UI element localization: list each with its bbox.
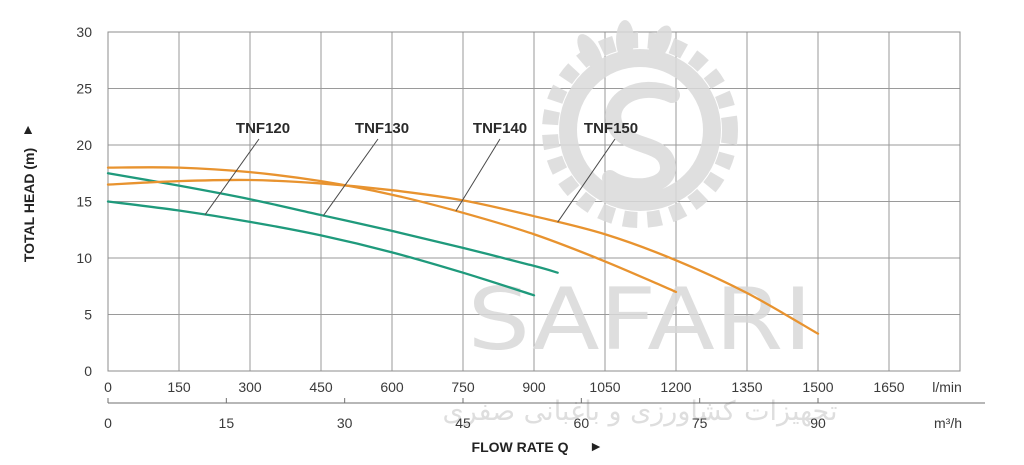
x-axis-ticks: 0 150 300 450 600 750 900 1050 1200 1350 1500 1650 (104, 379, 905, 395)
secondary-x-tick-label: 45 (455, 415, 471, 431)
series-line-tnf140 (106, 166, 678, 294)
x-tick-label: 750 (451, 379, 475, 395)
secondary-x-axis-ticks: 0 15 30 45 60 75 90 (104, 398, 826, 431)
secondary-x-tick-label: 15 (219, 415, 235, 431)
secondary-x-tick-label: 75 (692, 415, 708, 431)
x-tick-label: 1500 (802, 379, 833, 395)
x-tick-label: 600 (380, 379, 404, 395)
series-label-tnf140: TNF140 (473, 120, 527, 137)
leader-line-tnf150 (557, 138, 616, 223)
watermark-subtitle: تجهیزات کشاورزی و باغبانی صفری (442, 396, 837, 427)
series-label-tnf120: TNF120 (236, 120, 290, 137)
y-tick-label: 25 (76, 81, 92, 97)
x-axis-title: FLOW RATE Q (472, 439, 569, 455)
x-unit-label: l/min (932, 379, 962, 395)
watermark-leaf-icon (577, 34, 603, 70)
secondary-x-unit-label: m³/h (934, 415, 962, 431)
y-tick-label: 0 (84, 363, 92, 379)
secondary-x-tick-label: 90 (810, 415, 826, 431)
watermark-gear-teeth (542, 32, 738, 228)
watermark-logo (542, 20, 738, 228)
watermark-leaf-icon (616, 20, 634, 60)
watermark-s-shape (602, 81, 680, 195)
y-tick-label: 15 (76, 194, 92, 210)
y-tick-label: 10 (76, 250, 92, 266)
x-tick-label: 450 (309, 379, 333, 395)
series-label-tnf150: TNF150 (584, 120, 638, 137)
label-leader-lines (204, 138, 616, 223)
y-axis-arrow-icon: ▲ (21, 121, 35, 137)
y-tick-label: 30 (76, 24, 92, 40)
x-tick-label: 900 (522, 379, 546, 395)
y-tick-label: 5 (84, 307, 92, 323)
x-tick-label: 1050 (589, 379, 620, 395)
watermark-leaf-icon (648, 25, 672, 63)
leader-line-tnf120 (204, 138, 260, 215)
y-axis-title: TOTAL HEAD (m) (21, 148, 37, 262)
secondary-x-tick-label: 30 (337, 415, 353, 431)
watermark-brand: SAFARI (468, 270, 813, 370)
secondary-x-tick-label: 0 (104, 415, 112, 431)
leader-line-tnf130 (322, 138, 379, 216)
x-axis-arrow-icon: ► (589, 438, 603, 454)
x-tick-label: 150 (167, 379, 191, 395)
y-axis-ticks: 0 5 10 15 20 25 30 (76, 24, 92, 379)
x-tick-label: 300 (238, 379, 262, 395)
series-line-tnf120 (106, 200, 536, 297)
x-tick-label: 0 (104, 379, 112, 395)
secondary-x-tick-label: 60 (574, 415, 590, 431)
x-tick-label: 1650 (873, 379, 904, 395)
x-tick-label: 1350 (731, 379, 762, 395)
x-tick-label: 1200 (660, 379, 691, 395)
watermark: SAFARI تجهیزات کشاورزی و باغبانی صفری (442, 20, 838, 427)
series-label-tnf130: TNF130 (355, 120, 409, 137)
y-tick-label: 20 (76, 137, 92, 153)
watermark-gear-ring (559, 49, 721, 211)
leader-line-tnf140 (455, 138, 501, 212)
series-line-tnf130 (106, 172, 559, 274)
